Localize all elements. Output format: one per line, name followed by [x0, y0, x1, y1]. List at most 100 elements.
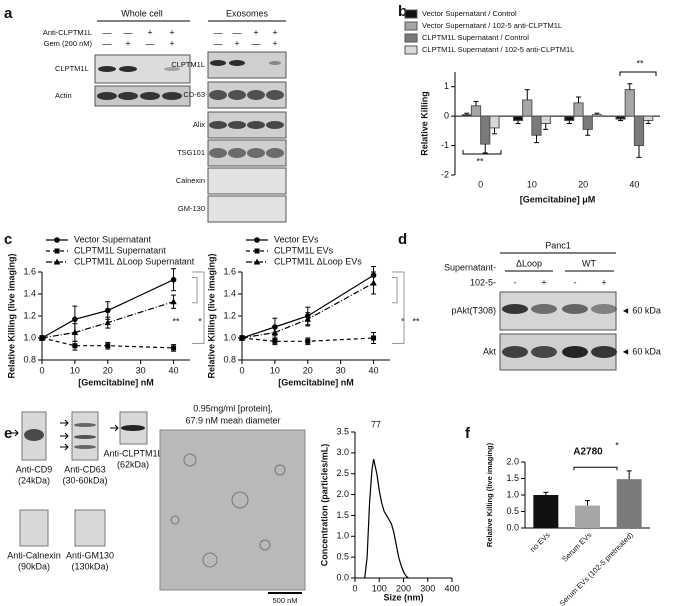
x-tick-label: 10 — [270, 365, 280, 375]
data-marker — [254, 237, 260, 243]
x-tick-label: 400 — [444, 583, 459, 593]
chart-title: A2780 — [573, 447, 603, 458]
blot-label: Alix — [193, 120, 205, 129]
condition-sign: + — [601, 277, 606, 287]
bar — [533, 495, 559, 528]
y-axis-label: Relative Killing (live imaging) — [6, 253, 16, 378]
y-tick-label: 1.0 — [23, 332, 36, 342]
y-tick-label: 0.8 — [23, 354, 36, 364]
data-marker — [370, 279, 377, 286]
data-marker — [305, 338, 311, 344]
data-line — [241, 274, 374, 339]
y-axis-label: Relative Killing (live imaging) — [206, 253, 216, 378]
arrow — [110, 424, 119, 432]
blot-label: Anti-Calnexin — [7, 550, 61, 560]
data-marker — [54, 237, 60, 243]
x-tick-label: no EVs — [528, 530, 552, 554]
bar — [575, 505, 600, 528]
blot-band — [74, 435, 96, 439]
group-label: ΔLoop — [516, 258, 542, 268]
blot-group-title: Exosomes — [226, 8, 269, 18]
data-marker — [371, 335, 377, 341]
y-tick-label: 1.4 — [23, 288, 36, 298]
y-tick-label: 1 — [444, 81, 449, 91]
y-tick-label: -2 — [441, 169, 449, 179]
x-tick-label: 40 — [169, 365, 179, 375]
significance-bracket — [392, 271, 405, 344]
y-tick-label: 1.2 — [23, 310, 36, 320]
x-tick-label: 40 — [629, 179, 639, 189]
arrow — [60, 419, 69, 427]
data-marker — [105, 343, 111, 349]
y-tick-label: 2.0 — [506, 456, 519, 466]
arrow — [60, 443, 69, 451]
row-label: 102-5- — [470, 277, 496, 287]
legend-label: CLPTM1L EVs — [274, 245, 334, 255]
blot-band — [531, 304, 557, 314]
data-line — [241, 282, 374, 339]
legend-swatch — [404, 45, 418, 55]
blot-band — [266, 90, 284, 100]
blot-band — [266, 121, 284, 129]
panel-label: a — [4, 5, 13, 22]
bar — [573, 102, 584, 117]
blot-band — [24, 429, 44, 441]
bar — [470, 105, 482, 117]
data-line — [41, 279, 174, 339]
condition-sign: + — [147, 27, 152, 37]
legend-label: CLPTM1L ΔLoop EVs — [274, 256, 362, 266]
condition-sign: + — [272, 38, 277, 48]
blot-band — [229, 60, 245, 66]
blot-size: (24kDa) — [18, 475, 50, 485]
blot-band — [228, 148, 246, 158]
x-tick-label: Serum EVs — [560, 530, 593, 563]
condition-sign: + — [169, 38, 174, 48]
blot-band — [562, 346, 588, 358]
y-tick-label: -1 — [441, 140, 449, 150]
y-tick-label: 1.5 — [336, 510, 349, 520]
y-tick-label: 1.4 — [223, 288, 236, 298]
data-marker — [271, 329, 279, 335]
vesicle — [170, 515, 180, 525]
x-axis-label: [Gemcitabine] nM — [78, 377, 154, 387]
x-tick-label: 0 — [478, 179, 483, 189]
blot-label: pAkt(T308) — [451, 305, 496, 315]
y-tick-label: 1.0 — [506, 489, 519, 499]
annotation: 77 — [371, 419, 381, 429]
size-marker: ◄ 60 kDa — [621, 346, 661, 356]
blot-label: Actin — [55, 91, 72, 100]
y-tick-label: 1.2 — [223, 310, 236, 320]
data-marker — [38, 334, 46, 341]
data-line — [364, 458, 409, 579]
y-tick-label: 2.5 — [336, 468, 349, 478]
bar — [564, 115, 575, 122]
scale-bar-label: 500 nM — [272, 596, 297, 605]
y-tick-label: 0 — [444, 111, 449, 121]
blot-band — [247, 90, 265, 100]
bar — [522, 99, 533, 117]
bar — [633, 115, 645, 147]
y-tick-label: 0.5 — [506, 506, 519, 516]
significance-bracket — [619, 71, 657, 76]
y-tick-label: 2.0 — [336, 489, 349, 499]
data-marker — [72, 343, 78, 349]
significance-bracket — [192, 271, 205, 344]
legend-label: Vector Supernatant / 102-5 anti-CLPTM1L — [422, 21, 562, 30]
blot-band — [502, 346, 528, 358]
blot-band — [591, 346, 617, 358]
x-tick-label: 300 — [420, 583, 435, 593]
data-marker — [170, 276, 177, 283]
data-marker — [253, 258, 261, 265]
blot-band — [119, 66, 137, 72]
panel-label: c — [4, 231, 12, 248]
x-tick-label: 0 — [239, 365, 244, 375]
x-tick-label: 20 — [103, 365, 113, 375]
x-tick-label: 20 — [578, 179, 588, 189]
blot-band — [209, 121, 227, 129]
x-tick-label: 30 — [336, 365, 346, 375]
significance-bracket — [192, 277, 198, 304]
condition-sign: — — [252, 38, 261, 48]
blot-size: (30-60kDa) — [62, 475, 107, 485]
size-marker: ◄ 60 kDa — [621, 305, 661, 315]
